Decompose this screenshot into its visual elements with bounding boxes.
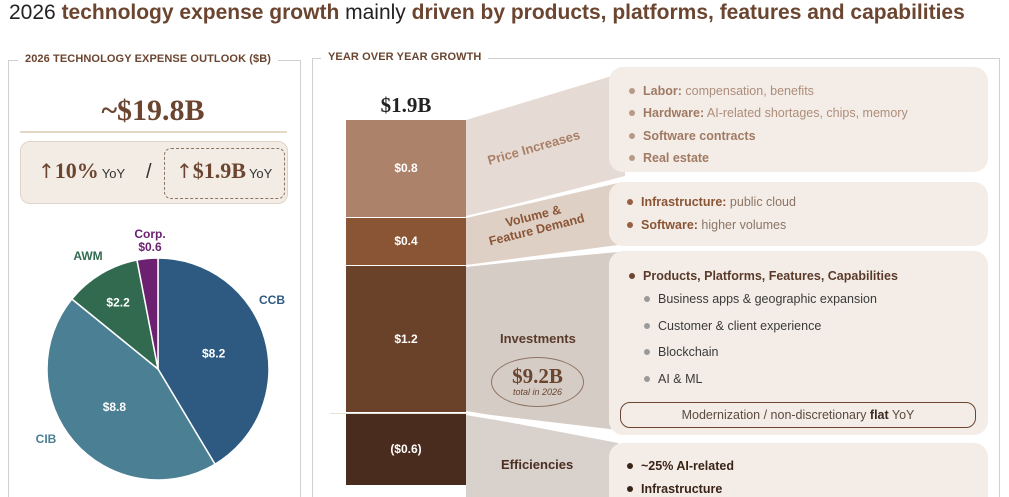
bar-segment-1: $0.8 — [346, 120, 466, 217]
separator: / — [146, 161, 152, 183]
pie-slice-cib — [46, 297, 217, 481]
modernization-note: Modernization / non-discretionary flat Y… — [620, 402, 976, 428]
yoy-growth-panel-label: YEAR OVER YEAR GROWTH — [321, 51, 489, 63]
investment-details-card: Products, Platforms, Features, Capabilit… — [609, 251, 988, 435]
bar-segment-3: $1.2 — [346, 266, 466, 412]
efficiencies-list: ~25% AI-related Infrastructure — [626, 455, 734, 497]
bar-value-label: $0.8 — [394, 161, 418, 176]
band-divider — [465, 411, 616, 440]
band-price — [466, 72, 625, 217]
expense-pie-chart: $8.2 CCB $8.8 CIB $2.2 AWM Corp.$0.6 — [36, 227, 285, 481]
list-subitem: Blockchain — [643, 339, 898, 366]
bar-value-label: $1.2 — [394, 332, 418, 347]
list-item: Real estate — [628, 147, 908, 169]
yoy-growth-panel: YEAR OVER YEAR GROWTH — [312, 51, 1000, 497]
band-label-efficiencies: Efficiencies — [501, 457, 574, 472]
bar-total-label: $1.9B — [380, 93, 432, 117]
bar-value-label: ($0.6) — [390, 441, 422, 456]
investment-total-oval: $9.2B total in 2026 — [491, 357, 584, 407]
band-label-investments: Investments — [500, 331, 576, 346]
yoy-absolute-box — [164, 148, 285, 199]
pie-value-label: $8.2 — [202, 347, 226, 361]
list-item: Products, Platforms, Features, Capabilit… — [628, 266, 898, 286]
yoy-absolute: ↑$1.9B YoY — [176, 158, 273, 183]
pie-category-label: Corp. — [134, 227, 165, 241]
pie-value-label: $2.2 — [106, 295, 130, 309]
list-item: ~25% AI-related — [626, 455, 734, 478]
pie-slice-corp — [136, 257, 159, 370]
total-expense: ~$19.8B — [101, 94, 205, 127]
pie-slice-awm — [70, 259, 160, 371]
list-item: Software contracts — [628, 125, 908, 147]
band-volume — [466, 183, 618, 265]
list-item: Infrastructure — [626, 478, 734, 497]
bar-segment-4: ($0.6) — [346, 412, 466, 485]
bar-value-label: $0.4 — [394, 234, 418, 249]
list-subitem: Business apps & geographic expansion — [643, 286, 898, 313]
volume-details-card: Infrastructure: public cloud Software: h… — [609, 182, 988, 246]
list-item: Labor: compensation, benefits — [628, 80, 908, 102]
baseline — [330, 413, 467, 414]
outlook-panel: 2026 TECHNOLOGY EXPENSE OUTLOOK ($B) — [8, 53, 301, 497]
band-divider — [465, 249, 616, 267]
price-details-card: Labor: compensation, benefits Hardware: … — [609, 67, 988, 172]
bar-segment-2: $0.4 — [346, 217, 466, 266]
pie-value-label: $0.6 — [138, 240, 162, 254]
page-title: 2026 technology expense growth mainly dr… — [9, 1, 965, 24]
list-subitem: AI & ML — [643, 366, 898, 393]
efficiencies-details-card: ~25% AI-related Infrastructure — [609, 443, 988, 497]
yoy-percent: ↑10% YoY — [38, 158, 126, 183]
pie-slice-ccb — [157, 257, 270, 466]
outlook-panel-label: 2026 TECHNOLOGY EXPENSE OUTLOOK ($B) — [18, 53, 279, 65]
list-item: Software: higher volumes — [626, 214, 796, 237]
volume-list: Infrastructure: public cloud Software: h… — [626, 191, 796, 237]
list-item: Infrastructure: public cloud — [626, 191, 796, 214]
list-subitem: Customer & client experience — [643, 313, 898, 340]
pie-category-label: AWM — [73, 249, 102, 263]
divider — [20, 131, 287, 133]
investment-list: Products, Platforms, Features, Capabilit… — [628, 266, 898, 392]
band-eff — [466, 414, 618, 497]
pie-category-label: CCB — [259, 293, 285, 307]
up-arrow-icon: ↑ — [38, 159, 55, 183]
yoy-summary: ↑10% YoY / ↑$1.9B YoY — [20, 141, 288, 204]
pie-category-label: CIB — [36, 432, 57, 446]
band-divider — [465, 180, 616, 218]
up-arrow-icon: ↑ — [176, 159, 193, 183]
list-item: Hardware: AI-related shortages, chips, m… — [628, 102, 908, 124]
price-list: Labor: compensation, benefits Hardware: … — [628, 80, 908, 169]
pie-value-label: $8.8 — [103, 400, 127, 414]
